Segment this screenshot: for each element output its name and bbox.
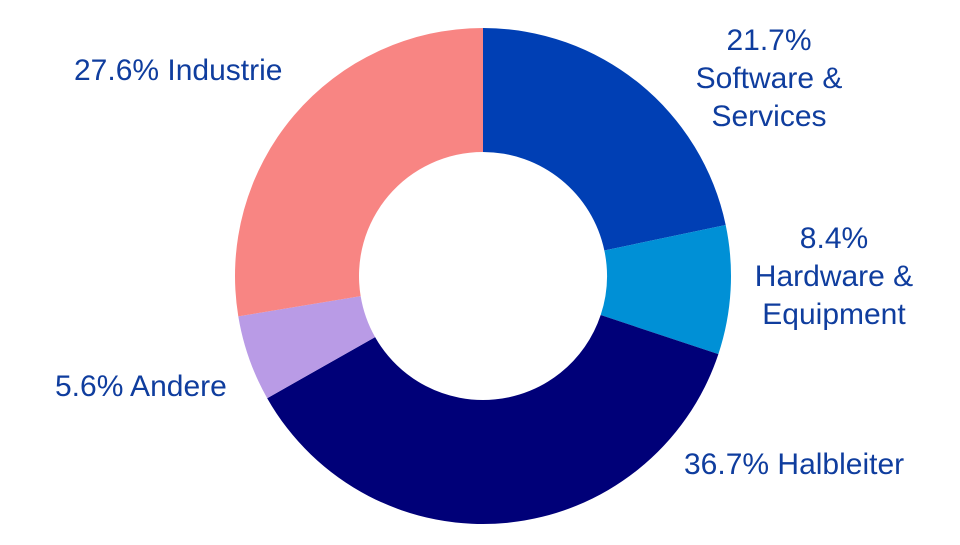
label-hardware-equipment: 8.4% Hardware & Equipment xyxy=(748,220,920,334)
label-software-line1: Software & xyxy=(695,62,843,95)
label-hardware-line2: Equipment xyxy=(762,298,906,331)
slice-software-services xyxy=(483,28,726,251)
label-halbleiter: 36.7% Halbleiter xyxy=(684,448,905,481)
slice-hardware-equipment xyxy=(600,224,731,355)
label-software-line2: Services xyxy=(711,100,827,133)
slice-halbleiter xyxy=(267,315,719,525)
label-hardware-pct: 8.4% xyxy=(799,222,869,255)
slice-andere xyxy=(238,296,376,399)
label-software-services: 21.7% Software & Services xyxy=(688,22,850,136)
label-software-pct: 21.7% xyxy=(726,24,812,57)
label-industrie: 27.6% Industrie xyxy=(74,54,283,87)
label-hardware-line1: Hardware & xyxy=(754,260,914,293)
slice-industrie xyxy=(235,28,483,317)
label-andere: 5.6% Andere xyxy=(55,370,227,403)
